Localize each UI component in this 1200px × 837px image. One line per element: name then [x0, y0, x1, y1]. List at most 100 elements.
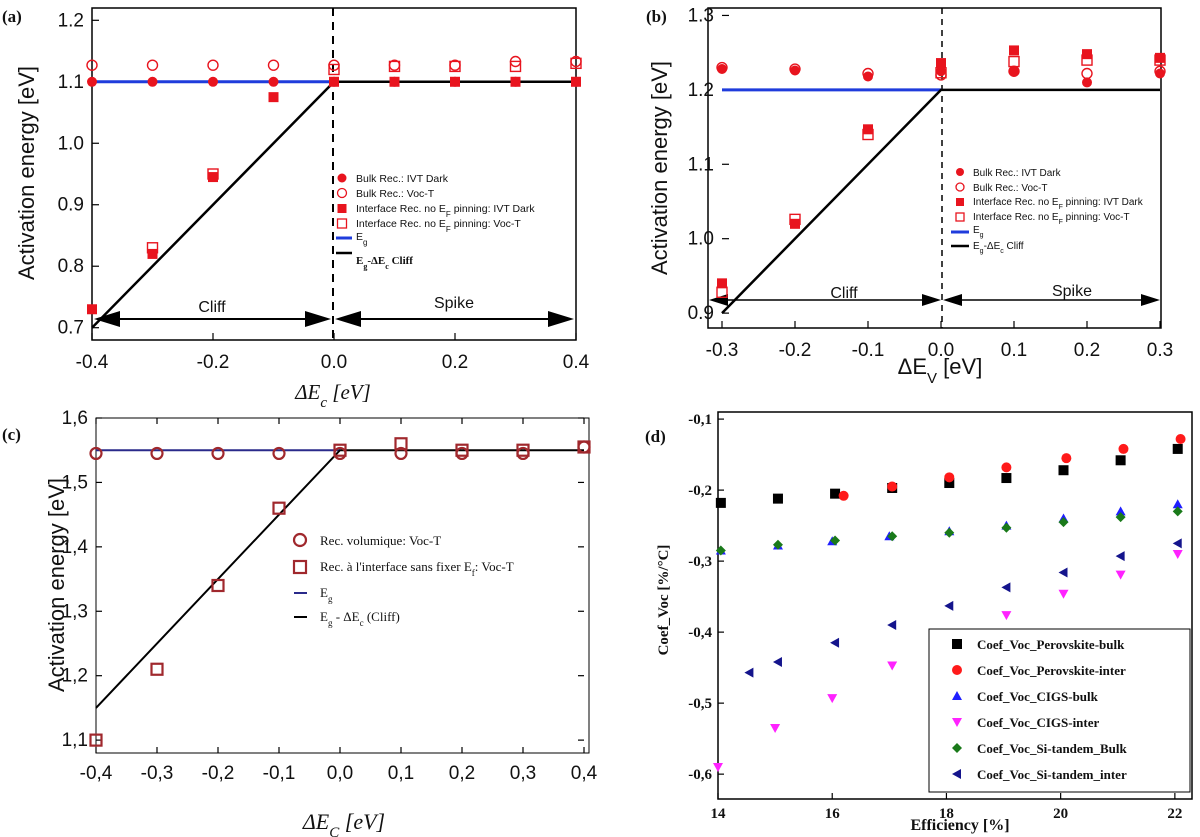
pa-series2-point	[389, 76, 400, 87]
pc-ytick-label: 1,3	[62, 601, 88, 622]
pa-series3-point	[509, 60, 522, 73]
pb-ytick-label: 1.0	[688, 229, 714, 250]
pc-series1-point	[577, 440, 591, 454]
panel-c-legend-intf-b: : Voc-T	[475, 559, 514, 574]
panel-d-xlabel: Efficiency [%]	[910, 817, 1009, 834]
pc-xtick-label: -0,2	[202, 763, 235, 784]
pc-xtick-label: 0,3	[510, 763, 536, 784]
pa-series2-point	[510, 76, 521, 87]
panel-b-legend-bulk-voct: Bulk Rec.: Voc-T	[973, 183, 1047, 194]
pb-ytick-label: 0.9	[688, 303, 714, 324]
panel-d-frame	[717, 411, 1193, 800]
pb-series1-point	[862, 67, 874, 80]
pc-line-cliff	[95, 449, 584, 709]
pb-series1-point	[1154, 65, 1166, 77]
panel-c-legend-vol-marker	[292, 532, 308, 548]
pa-ytick-label: 0.9	[58, 195, 84, 216]
pa-series3-point	[207, 168, 219, 180]
pb-ytick-label: 1.2	[688, 80, 714, 101]
panel-a-region-cliff: Cliff	[198, 299, 226, 316]
panel-b-legend-cliff-c: Cliff	[1004, 241, 1024, 252]
pd-series2-point	[1115, 506, 1126, 516]
pa-series1-point	[146, 59, 159, 71]
pb-xtick-label: 0.1	[1001, 340, 1027, 361]
pd-xtick-label: 20	[1053, 806, 1068, 822]
pb-series2-point	[1009, 45, 1019, 56]
pd-series0-point	[830, 488, 841, 499]
pb-series0-point	[936, 66, 946, 77]
pd-series1-point	[1001, 462, 1012, 473]
panel-a-legend-eg: Eg	[356, 231, 367, 247]
panel-c-legend-intf-marker	[292, 559, 308, 575]
pd-xtick-label: 16	[825, 806, 841, 822]
panel-c-legend-eg-a: E	[320, 585, 328, 600]
pb-series3-point	[935, 67, 947, 79]
panel-a-legend: Bulk Rec.: IVT Dark Bulk Rec.: Voc-T Int…	[336, 173, 535, 271]
panel-a-legend-cliff-b: -ΔE	[367, 255, 385, 267]
pd-series4-point	[772, 539, 783, 550]
panel-b-legend-bulk-ivt: Bulk Rec.: IVT Dark	[973, 168, 1062, 179]
pd-series5-point	[1172, 538, 1182, 549]
pd-series3-point	[827, 694, 838, 704]
pa-xtick-label: 0.4	[563, 352, 590, 373]
pd-series0-point	[772, 493, 783, 504]
panel-a-legend-intf-voct-marker	[336, 218, 348, 229]
pb-series3-point	[862, 128, 874, 141]
panel-b-legend-intf-ivt-b: pinning: IVT Dark	[1066, 197, 1144, 208]
pc-series0-point	[272, 446, 286, 461]
panel-d: (d) 14 16 18 20 22 -0,6 -0,5 -0,4 -0,3 -0,2 -0,1 C…	[645, 411, 1193, 834]
pc-series1-point	[394, 437, 408, 451]
pb-series3-point	[789, 213, 801, 226]
panel-c-legend-eg: Eg	[320, 585, 333, 604]
pd-series5-point	[887, 620, 897, 631]
pd-ytick-label: -0,1	[688, 412, 712, 428]
pd-series4-point	[1172, 506, 1183, 517]
panel-b-xlabel: ΔEV [eV]	[898, 354, 983, 387]
pd-legend-marker-0	[952, 639, 962, 649]
pa-series3-point	[570, 57, 582, 70]
pd-legend-marker-3	[952, 718, 962, 727]
pd-series1-point	[838, 490, 849, 501]
pb-xtick-label: -0.3	[706, 340, 739, 361]
panel-a-legend-cliff-c: Cliff	[389, 255, 413, 267]
pb-series2-point	[1155, 52, 1165, 63]
pd-legend-marker-4	[952, 743, 962, 753]
pd-series3-point	[713, 763, 723, 773]
pd-series1-point	[1175, 433, 1186, 444]
pa-series1-point	[207, 59, 219, 71]
pd-series4-point	[887, 531, 898, 542]
panel-a-legend-intf-ivt-marker	[337, 204, 347, 213]
pa-series3-point	[388, 60, 401, 73]
pa-series0-point	[147, 76, 158, 87]
pd-series5-point	[1058, 567, 1068, 578]
panel-c: (c) -0,4 -0,3 -0,2 -0,1 0,0 0,1 0,2 0,3 0,4 1,1 1,…	[2, 408, 598, 837]
pd-series3-point	[1115, 570, 1126, 580]
pa-ytick-label: 0.7	[58, 318, 84, 339]
pc-series1-point	[211, 578, 225, 593]
panel-a-legend-intf-voct-b: pinning: Voc-T	[454, 218, 522, 230]
panel-b-legend: Bulk Rec.: IVT Dark Bulk Rec.: Voc-T Int…	[951, 168, 1144, 255]
pb-series0-point	[1082, 77, 1092, 88]
pd-series3-point	[887, 661, 898, 671]
panel-d-label: (d)	[645, 427, 666, 446]
panel-b: (b) -0.3 -0.2 -0.1 0.0 0.1 0.2 0.3 0.9 1.0 1.1 1.2…	[646, 5, 1173, 386]
pa-ytick-label: 1.2	[58, 10, 84, 31]
panel-a-legend-eg-a: E	[356, 231, 363, 243]
panel-b-legend-cliff: Eg-ΔEc Cliff	[973, 241, 1024, 255]
panel-c-legend-cliff: Eg - ΔEc (Cliff)	[320, 609, 400, 628]
pd-series3-point	[1001, 611, 1012, 621]
pb-series2-point	[1082, 49, 1092, 60]
pa-series3-point	[328, 63, 340, 76]
panel-a-legend-intf-voct: Interface Rec. no EF pinning: Voc-T	[356, 218, 521, 234]
panel-a-legend-cliff: Eg-ΔEc Cliff	[356, 255, 413, 271]
panel-b-legend-intf-ivt-marker	[956, 198, 964, 206]
pc-ytick-label: 1,4	[62, 537, 89, 558]
pa-series2-point	[329, 76, 339, 87]
panel-b-ylabel: Activation energy [eV]	[647, 61, 672, 275]
panel-b-legend-intf-voct: Interface Rec. no EF pinning: Voc-T	[973, 212, 1130, 226]
panel-b-legend-eg: Eg	[973, 225, 984, 239]
panel-c-xlabel: ΔEC [eV]	[302, 809, 385, 837]
panel-b-legend-bulk-voct-marker	[955, 182, 965, 192]
pa-series2-point	[147, 248, 158, 259]
